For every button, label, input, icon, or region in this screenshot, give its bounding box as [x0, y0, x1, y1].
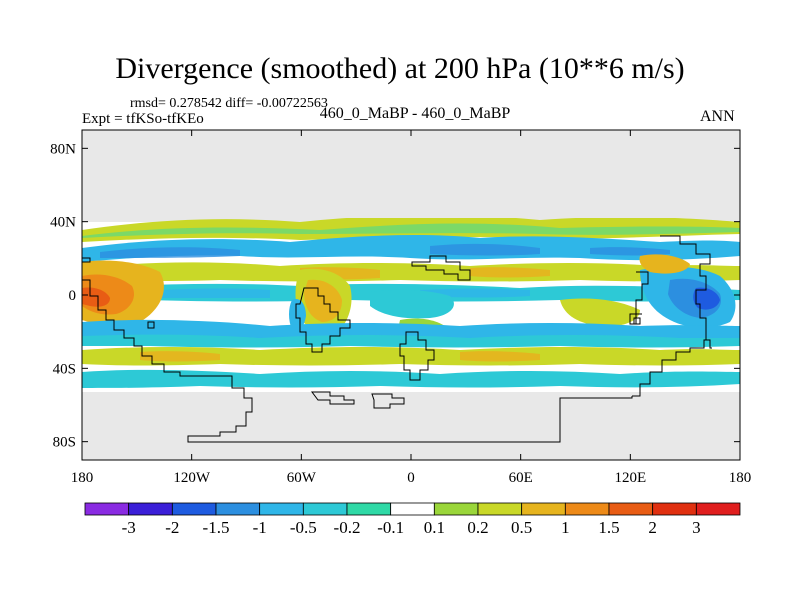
coastlines	[82, 235, 712, 443]
contour-band-20s-weak	[82, 334, 740, 348]
east-pacific-positive-peak	[82, 287, 110, 307]
y-tick-label: 0	[69, 288, 77, 304]
x-tick-label: 180	[729, 470, 752, 486]
colorbar-swatch	[695, 502, 741, 516]
coastline-south-america	[295, 287, 351, 353]
colorbar-level-label: 2	[648, 518, 657, 537]
colorbar-level-label: 1.5	[598, 518, 619, 537]
y-tick-label: 80S	[53, 435, 76, 451]
x-tick-label: 120E	[614, 470, 646, 486]
x-tick-label: 180	[71, 470, 94, 486]
coastline-east-pacific	[82, 279, 220, 377]
colorbar-swatch	[346, 502, 392, 516]
experiment-label: Expt = tfKSo-tfKEo	[82, 111, 204, 127]
colorbar-level-label: 0.2	[467, 518, 488, 537]
contour-band-12n-core	[300, 267, 550, 280]
rmsd-diff-stats: rmsd= 0.278542 diff= -0.00722563	[130, 96, 328, 111]
x-tick-label: 120W	[173, 470, 211, 486]
contour-band-25n-core	[100, 243, 670, 258]
colorbar: -3 -2 -1.5 -1 -0.5 -0.2 -0.1 0.1 0.2 0.5 1 1.5 2 3	[84, 502, 741, 537]
colorbar-level-label: -0.2	[334, 518, 361, 537]
chart-title: Divergence (smoothed) at 200 hPa (10**6 …	[115, 52, 685, 85]
x-tick-label: 0	[407, 470, 415, 486]
colorbar-swatch	[84, 502, 130, 516]
divergence-field	[82, 130, 740, 460]
colorbar-level-label: -1	[253, 518, 267, 537]
contour-band-35s-core	[140, 351, 540, 362]
colorbar-swatch	[608, 502, 654, 516]
axis-ticks: 80N 40N 0 40S 80S 180 120W 60W 0 60E 120E 180	[50, 130, 751, 486]
contour-band-25n-negative	[82, 235, 740, 262]
coastline-antarctic-peninsula	[187, 375, 633, 443]
contour-band-35s-positive	[82, 347, 740, 366]
colorbar-level-label: 0.5	[511, 518, 532, 537]
y-tick-label: 40S	[53, 361, 76, 377]
contour-band-45s-negative	[82, 369, 740, 388]
colorbar-level-label: 3	[692, 518, 701, 537]
west-pacific-positive-north	[639, 254, 690, 274]
colorbar-swatch	[390, 502, 435, 516]
coastline-australia	[632, 339, 712, 397]
colorbar-swatch	[652, 502, 697, 516]
atlantic-negative	[370, 289, 454, 319]
colorbar-swatch	[477, 502, 523, 516]
colorbar-level-label: -0.1	[377, 518, 404, 537]
colorbar-swatch	[433, 502, 479, 516]
coastline-arabia	[411, 255, 471, 281]
colorbar-level-label: -1.5	[203, 518, 230, 537]
coastline-islands-south	[311, 391, 405, 409]
colorbar-level-label: -2	[165, 518, 179, 537]
colorbar-level-label: -0.5	[290, 518, 317, 537]
colorbar-swatch	[564, 502, 610, 516]
x-tick-label: 60W	[287, 470, 317, 486]
colorbar-swatch	[171, 502, 217, 516]
season-label: ANN	[700, 108, 735, 125]
coastline-africa	[399, 331, 435, 381]
colorbar-swatch	[259, 502, 304, 516]
colorbar-level-label: 1	[561, 518, 570, 537]
case-label: 460_0_MaBP - 460_0_MaBP	[319, 105, 511, 122]
indian-ocean-positive	[560, 298, 640, 327]
coastline-indonesia	[629, 271, 649, 325]
colorbar-level-label: 0.1	[424, 518, 445, 537]
south-america-positive-core	[304, 279, 342, 322]
colorbar-swatch	[521, 502, 566, 516]
contour-band-12n-positive	[82, 262, 740, 282]
contour-band-north-weak	[82, 223, 740, 238]
south-america-negative-west	[289, 298, 306, 332]
colorbar-level-label: -3	[122, 518, 136, 537]
coastline-asia-pacific	[660, 235, 711, 340]
coastline-small-islands	[82, 257, 641, 329]
colorbar-swatch	[302, 502, 348, 516]
y-tick-label: 40N	[50, 215, 76, 231]
colorbar-swatch	[128, 502, 173, 516]
x-tick-label: 60E	[509, 470, 533, 486]
contour-band-20s-negative	[82, 319, 740, 340]
colorbar-swatch	[215, 502, 261, 516]
y-tick-label: 80N	[50, 141, 76, 157]
